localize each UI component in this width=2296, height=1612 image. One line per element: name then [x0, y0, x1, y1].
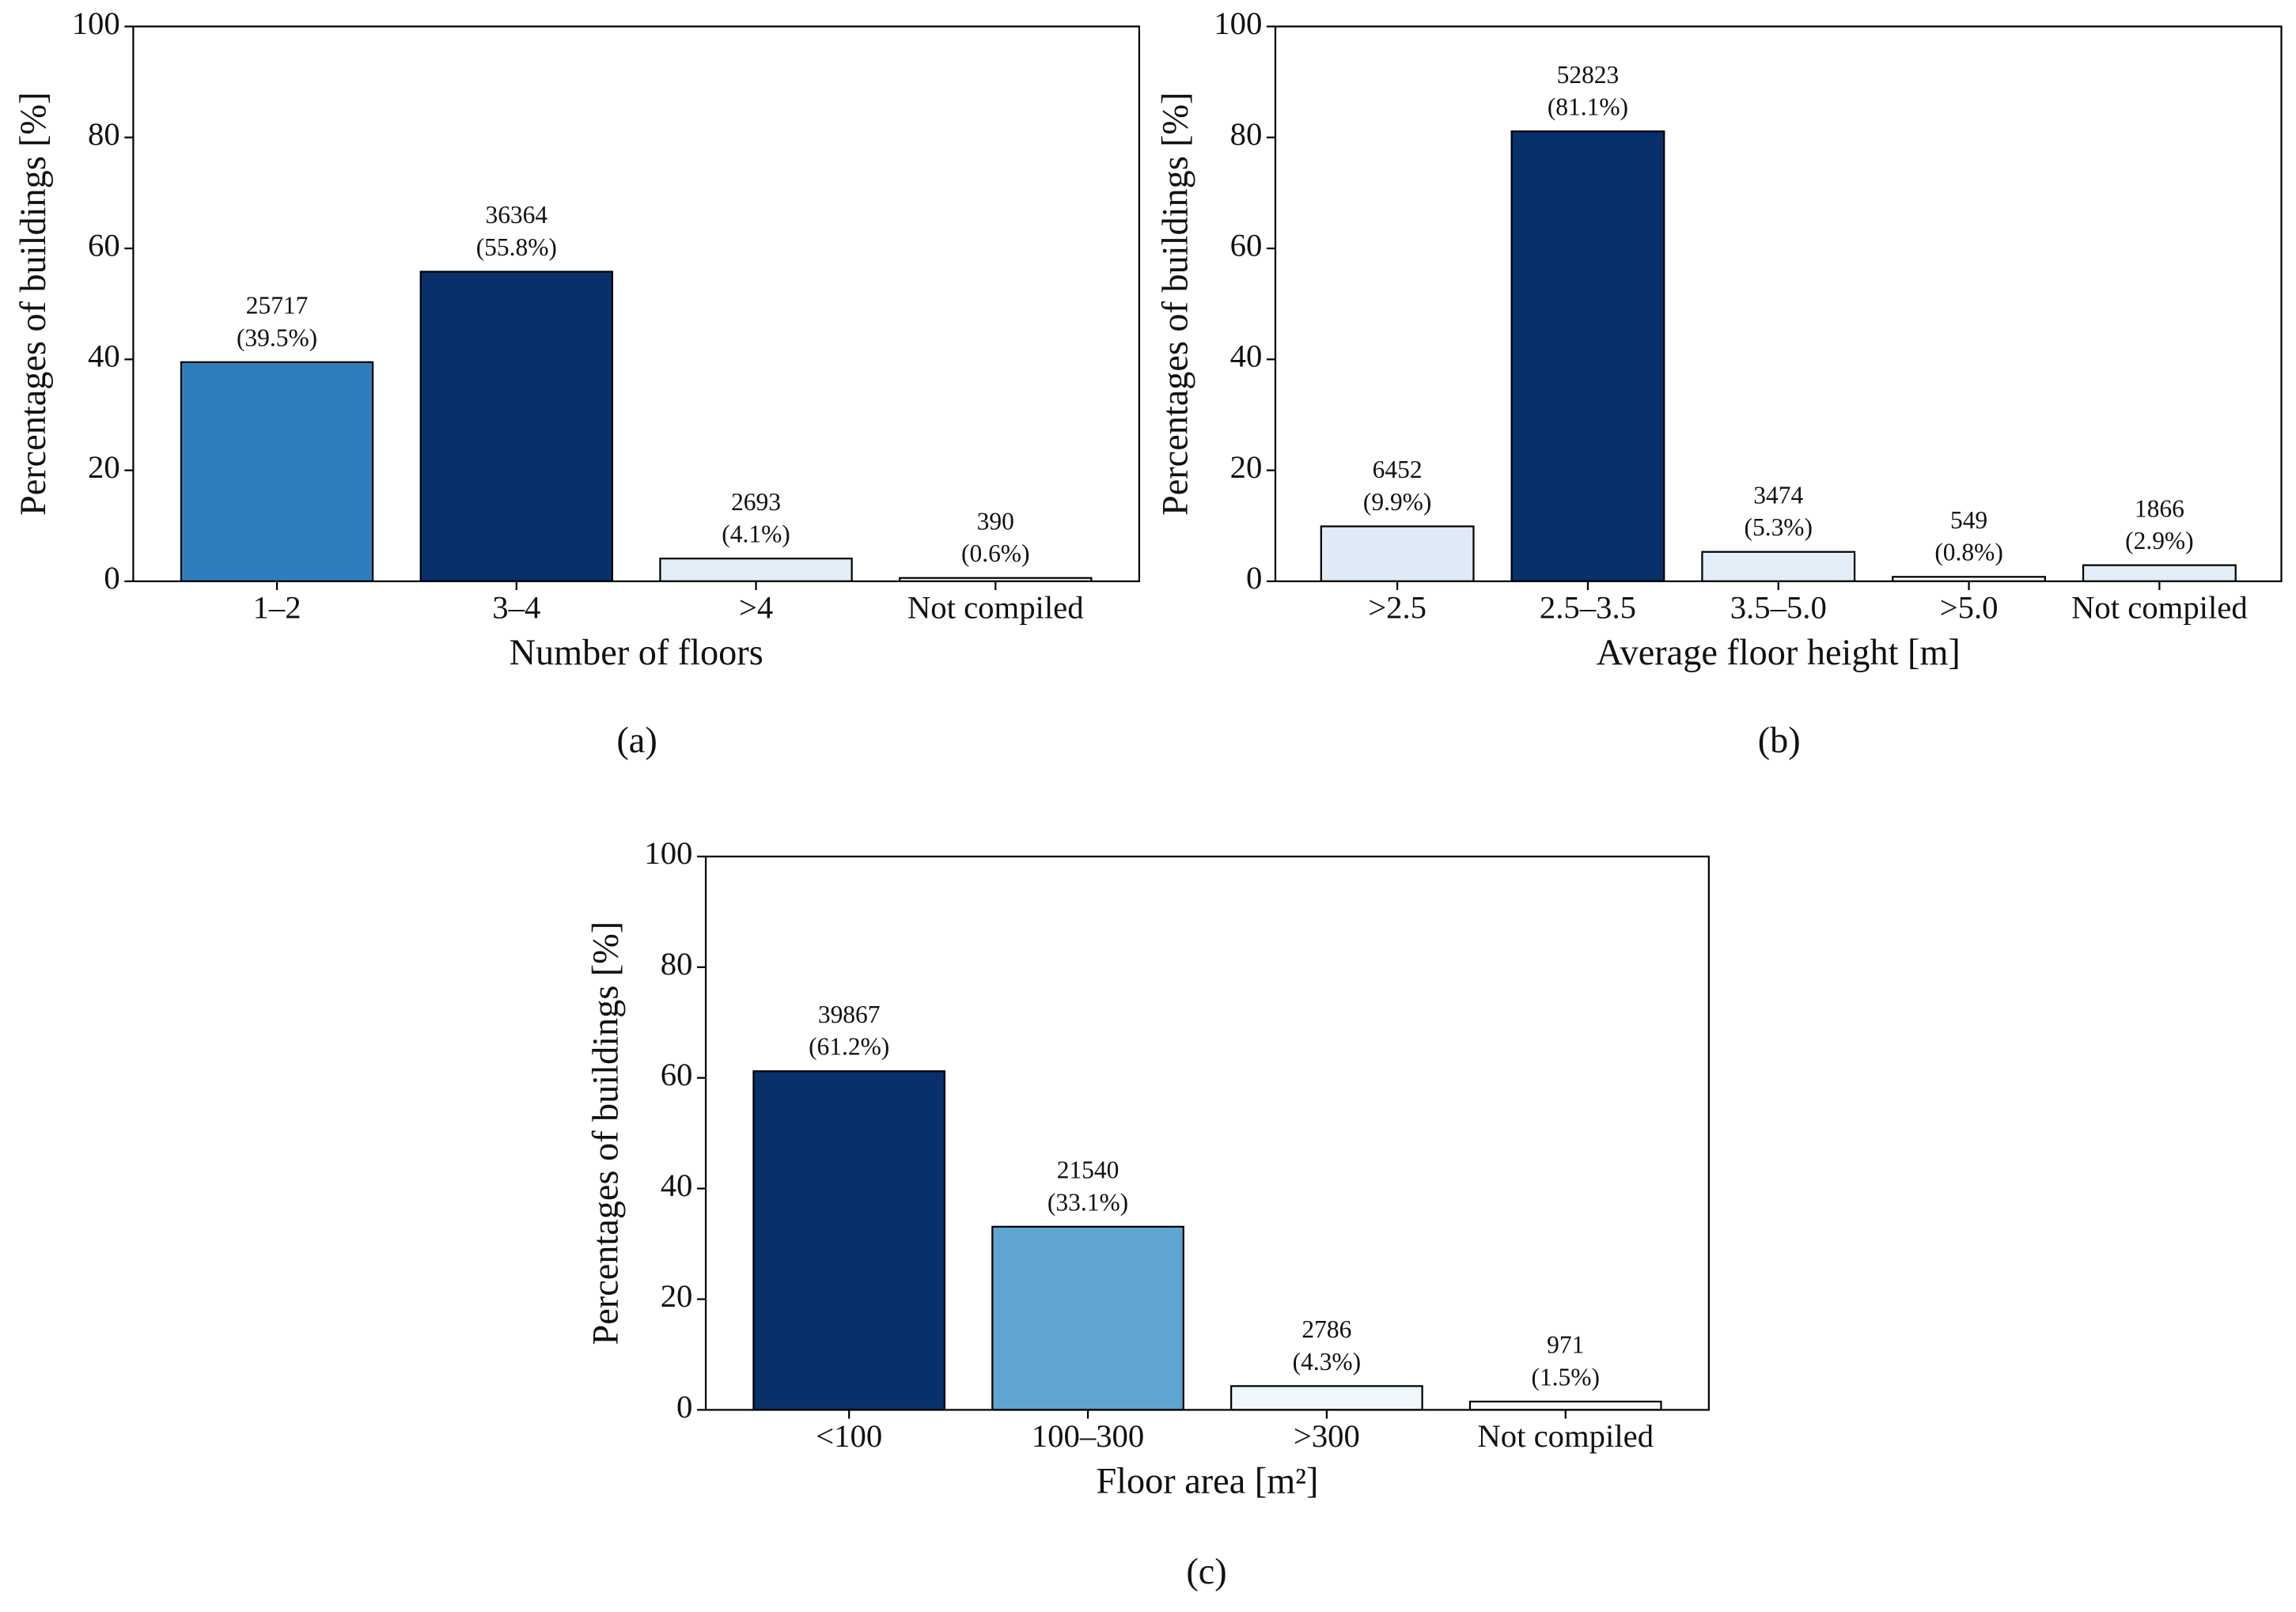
- count-label: 6452: [1373, 456, 1423, 483]
- bar: [180, 361, 374, 583]
- value-label: (39.5%): [237, 324, 317, 351]
- x-tick-label: >4: [739, 589, 773, 625]
- panel-caption: (c): [1186, 1552, 1226, 1592]
- value-label: (9.9%): [1363, 488, 1431, 516]
- y-tick-label: 0: [104, 560, 119, 596]
- panel-caption: (a): [616, 721, 657, 761]
- bar: [1701, 551, 1856, 583]
- count-label: 25717: [246, 292, 309, 320]
- bar: [1510, 130, 1665, 583]
- x-tick-label: <100: [816, 1418, 882, 1454]
- x-tick-label: >2.5: [1368, 589, 1426, 625]
- x-tick-label: >5.0: [1940, 589, 1999, 625]
- axes-frame: [704, 855, 1710, 1411]
- value-label: (0.6%): [961, 539, 1029, 567]
- panel-caption: (b): [1758, 721, 1801, 761]
- value-label: (0.8%): [1934, 539, 2002, 566]
- count-label: 2693: [731, 488, 781, 516]
- y-axis-label: Percentages of buildings [%]: [13, 92, 54, 516]
- count-label: 52823: [1557, 61, 1620, 89]
- x-tick-label: 100–300: [1032, 1418, 1144, 1454]
- count-label: 549: [1950, 506, 1987, 534]
- bar: [659, 558, 853, 583]
- x-tick-label: Not compiled: [2071, 589, 2248, 625]
- bar: [2082, 564, 2237, 583]
- value-label: (1.5%): [1531, 1363, 1599, 1391]
- y-tick-label: 60: [88, 227, 120, 263]
- y-tick-label: 80: [661, 946, 693, 982]
- y-tick-label: 20: [1230, 449, 1263, 485]
- bar: [1320, 525, 1475, 583]
- y-tick-label: 80: [1230, 116, 1263, 152]
- y-tick-label: 40: [88, 339, 120, 374]
- y-tick-label: 20: [661, 1278, 693, 1314]
- count-label: 390: [977, 507, 1014, 535]
- bar: [1468, 1400, 1662, 1411]
- y-axis-label: Percentages of buildings [%]: [586, 921, 627, 1345]
- value-label: (81.1%): [1548, 93, 1628, 120]
- x-tick-label: >300: [1294, 1418, 1360, 1454]
- x-tick-label: 3–4: [492, 589, 540, 625]
- x-axis-label: Number of floors: [510, 633, 763, 673]
- y-axis-label: Percentages of buildings [%]: [1155, 92, 1195, 516]
- y-tick-label: 100: [72, 6, 120, 41]
- y-tick-label: 100: [644, 835, 692, 871]
- bar: [991, 1225, 1184, 1411]
- y-tick-label: 80: [88, 116, 120, 152]
- count-label: 2786: [1301, 1315, 1351, 1343]
- value-label: (4.1%): [722, 520, 790, 548]
- y-tick-label: 60: [661, 1057, 693, 1092]
- value-label: (55.8%): [476, 233, 557, 261]
- y-tick-label: 0: [676, 1389, 692, 1425]
- value-label: (4.3%): [1293, 1348, 1361, 1375]
- axes-frame: [1274, 25, 2283, 583]
- count-label: 21540: [1057, 1156, 1120, 1184]
- value-label: (33.1%): [1048, 1188, 1128, 1216]
- bar: [419, 271, 613, 583]
- y-tick-label: 0: [1246, 560, 1262, 596]
- y-tick-label: 60: [1230, 227, 1263, 263]
- x-tick-label: Not compiled: [1477, 1418, 1654, 1454]
- y-tick-label: 40: [1230, 339, 1263, 374]
- bar: [1230, 1385, 1423, 1411]
- axes-frame: [132, 25, 1141, 583]
- count-label: 1866: [2135, 494, 2184, 522]
- value-label: (5.3%): [1745, 513, 1813, 541]
- value-label: (2.9%): [2125, 527, 2193, 554]
- value-label: (61.2%): [809, 1033, 889, 1061]
- x-axis-label: Average floor height [m]: [1597, 633, 1961, 673]
- x-tick-label: 3.5–5.0: [1730, 589, 1827, 625]
- y-tick-label: 20: [88, 449, 120, 485]
- x-tick-label: 1–2: [253, 589, 301, 625]
- count-label: 3474: [1753, 481, 1803, 509]
- count-label: 36364: [485, 201, 547, 229]
- y-tick-label: 100: [1214, 6, 1262, 41]
- x-tick-label: Not compiled: [907, 589, 1084, 625]
- count-label: 971: [1547, 1331, 1584, 1359]
- x-tick-label: 2.5–3.5: [1540, 589, 1636, 625]
- y-tick-label: 40: [661, 1167, 693, 1203]
- count-label: 39867: [818, 1001, 881, 1028]
- x-axis-label: Floor area [m²]: [1096, 1461, 1318, 1501]
- bar: [752, 1070, 946, 1411]
